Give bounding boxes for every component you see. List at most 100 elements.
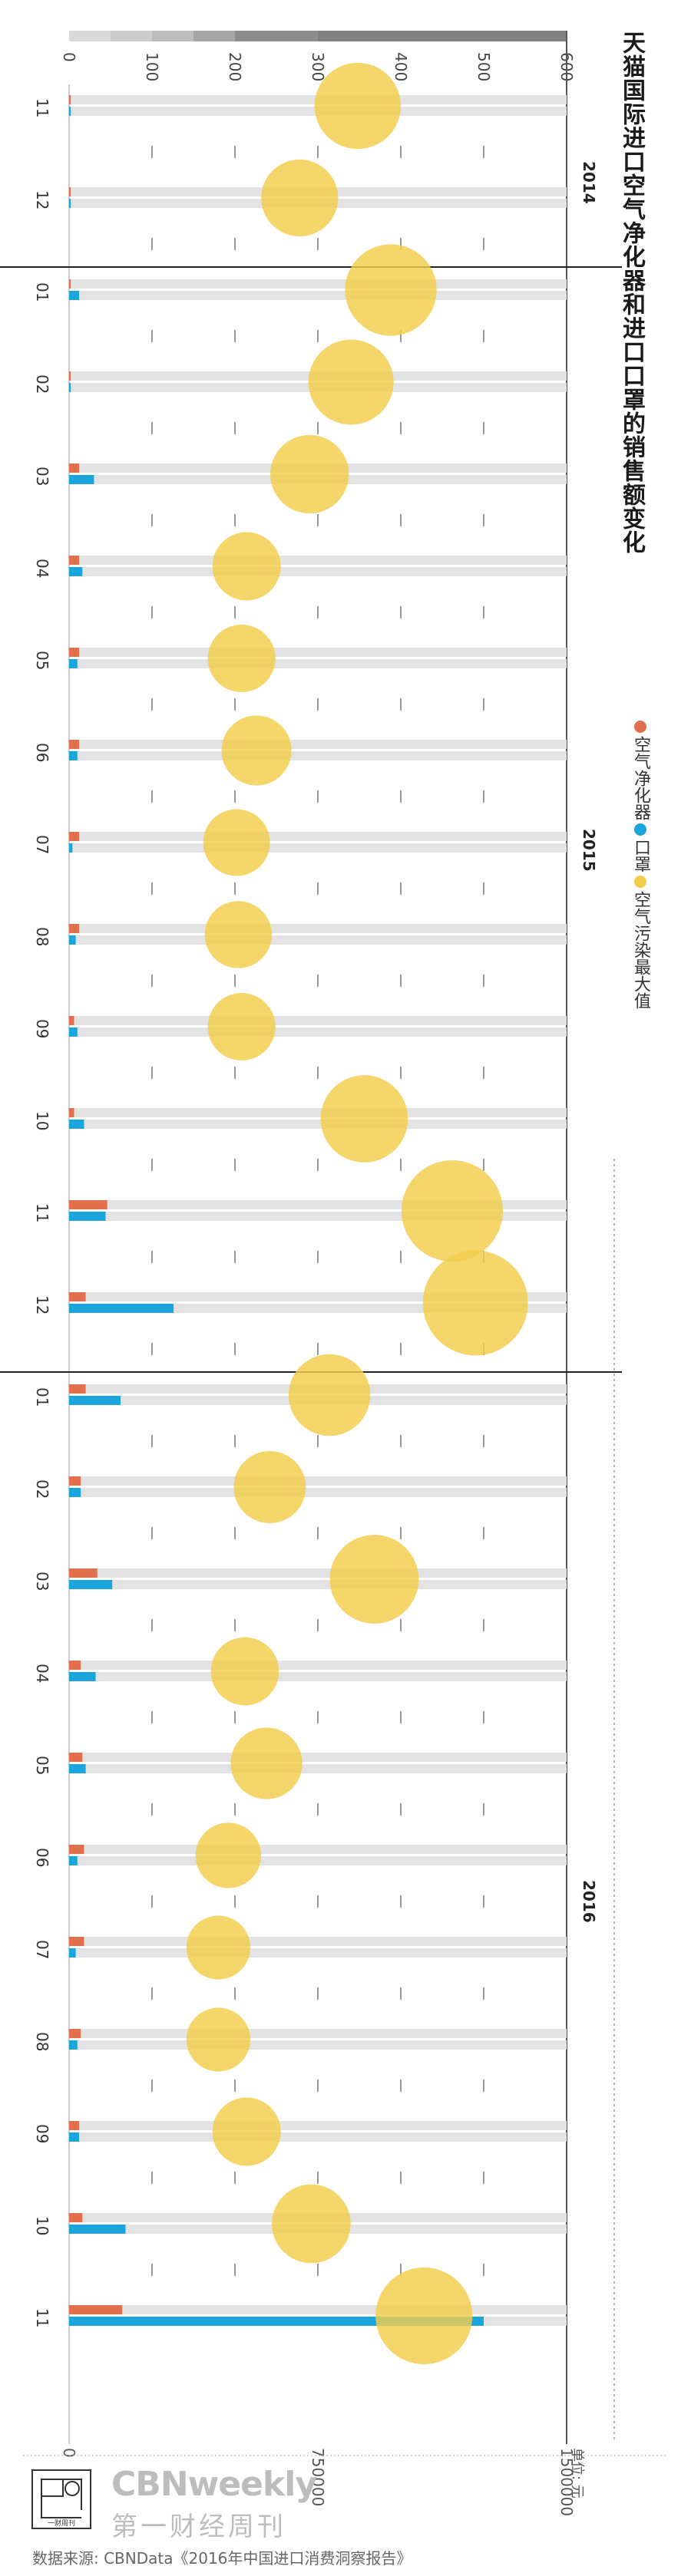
bar-mask bbox=[69, 383, 71, 392]
bar-mask bbox=[69, 1304, 174, 1313]
bar-purifier bbox=[69, 95, 71, 104]
bar-mask bbox=[69, 1948, 76, 1958]
pollution-tick-label: 300 bbox=[309, 52, 327, 81]
pollution-scale-band bbox=[111, 31, 152, 41]
source-note: 数据来源: CBNData《2016年中国进口消费洞察报告》 bbox=[32, 2549, 412, 2568]
pollution-bubble bbox=[212, 2097, 281, 2166]
month-label: 05 bbox=[33, 1756, 51, 1775]
bar-purifier bbox=[69, 187, 71, 196]
track-mask bbox=[69, 2040, 567, 2050]
pollution-scale-band bbox=[235, 31, 318, 41]
pollution-bubble bbox=[314, 62, 401, 150]
month-label: 02 bbox=[33, 1479, 51, 1499]
bar-mask bbox=[69, 1396, 121, 1405]
track-purifier bbox=[69, 1568, 567, 1578]
unit-label: 单位: 元 bbox=[569, 2448, 585, 2498]
bar-mask bbox=[69, 1027, 78, 1037]
track-purifier bbox=[69, 1937, 567, 1946]
month-label: 07 bbox=[33, 1940, 51, 1959]
track-purifier bbox=[69, 1753, 567, 1762]
pollution-scale-band bbox=[69, 31, 111, 41]
track-purifier bbox=[69, 1108, 567, 1117]
bar-mask bbox=[69, 843, 73, 853]
legend-purifier-dot bbox=[634, 721, 646, 733]
pollution-bubble bbox=[261, 159, 339, 237]
track-purifier bbox=[69, 648, 567, 657]
sales-tick-label: 1500000 bbox=[557, 2448, 576, 2516]
track-purifier bbox=[69, 279, 567, 289]
track-mask bbox=[69, 567, 567, 576]
pollution-tick-label: 100 bbox=[143, 52, 161, 81]
track-purifier bbox=[69, 924, 567, 933]
bar-purifier bbox=[69, 2121, 79, 2130]
bar-purifier bbox=[69, 1661, 81, 1670]
legend-item-pollution: 空气污染最大值 bbox=[628, 872, 653, 1009]
bar-purifier bbox=[69, 1753, 83, 1762]
bar-mask bbox=[69, 751, 78, 760]
bar-mask bbox=[69, 1856, 78, 1865]
track-mask bbox=[69, 843, 567, 853]
month-label: 06 bbox=[33, 743, 51, 762]
bar-mask bbox=[69, 107, 71, 116]
pollution-bubble bbox=[401, 1159, 504, 1262]
pollution-bubble bbox=[212, 532, 281, 601]
month-label: 04 bbox=[33, 1664, 51, 1683]
bar-mask bbox=[69, 567, 83, 576]
track-mask bbox=[69, 1580, 567, 1589]
bar-purifier bbox=[69, 556, 79, 565]
year-label: 2015 bbox=[580, 829, 598, 872]
month-label: 11 bbox=[33, 98, 51, 117]
pollution-bubble bbox=[320, 1075, 408, 1163]
bar-purifier bbox=[69, 1937, 84, 1946]
bar-purifier bbox=[69, 924, 79, 933]
sales-tick-label: 0 bbox=[60, 2448, 78, 2458]
track-mask bbox=[69, 1672, 567, 1681]
month-label: 09 bbox=[33, 2124, 51, 2143]
bar-mask bbox=[69, 2040, 78, 2050]
bar-purifier bbox=[69, 1384, 86, 1394]
pollution-bubble bbox=[207, 624, 276, 693]
month-label: 12 bbox=[33, 190, 51, 209]
month-label: 12 bbox=[33, 1295, 51, 1314]
month-label: 10 bbox=[33, 1111, 51, 1130]
chart-title: 天猫国际进口空气净化器和进口口罩的销售额变化 bbox=[618, 31, 645, 554]
bar-mask bbox=[69, 1764, 86, 1773]
pollution-bubble bbox=[221, 715, 292, 786]
bar-purifier bbox=[69, 1016, 74, 1025]
year-label: 2016 bbox=[580, 1880, 598, 1923]
pollution-scale-band bbox=[318, 31, 567, 41]
track-mask bbox=[69, 291, 567, 300]
legend-purifier-label: 空气净化器 bbox=[631, 736, 650, 820]
bar-mask bbox=[69, 1488, 81, 1497]
pollution-bubble bbox=[422, 1250, 528, 1356]
bar-purifier bbox=[69, 1200, 107, 1209]
pollution-scale-band bbox=[193, 31, 235, 41]
bar-purifier bbox=[69, 1108, 74, 1117]
month-label: 10 bbox=[33, 2216, 51, 2235]
bar-mask bbox=[69, 1672, 96, 1681]
pollution-bubble bbox=[345, 244, 437, 336]
bar-purifier bbox=[69, 1568, 98, 1578]
track-mask bbox=[69, 751, 567, 760]
month-label: 08 bbox=[33, 927, 51, 946]
bar-mask bbox=[69, 291, 79, 300]
bar-mask bbox=[69, 935, 76, 945]
pollution-bubble bbox=[272, 2184, 351, 2264]
track-mask bbox=[69, 659, 567, 668]
track-purifier bbox=[69, 2029, 567, 2038]
track-purifier bbox=[69, 1016, 567, 1025]
pollution-bubble bbox=[186, 1915, 250, 1980]
legend: 空气净化器 口罩 空气污染最大值 bbox=[628, 717, 653, 1009]
month-label: 08 bbox=[33, 2032, 51, 2051]
track-mask bbox=[69, 1027, 567, 1037]
bar-mask bbox=[69, 2132, 79, 2142]
bar-mask bbox=[69, 659, 78, 668]
bar-purifier bbox=[69, 2029, 81, 2038]
month-label: 11 bbox=[33, 1203, 51, 1222]
pollution-bubble bbox=[308, 339, 394, 425]
sales-tick-label: 750000 bbox=[309, 2448, 327, 2506]
track-mask bbox=[69, 1948, 567, 1958]
month-label: 02 bbox=[33, 374, 51, 394]
track-mask bbox=[69, 1764, 567, 1773]
